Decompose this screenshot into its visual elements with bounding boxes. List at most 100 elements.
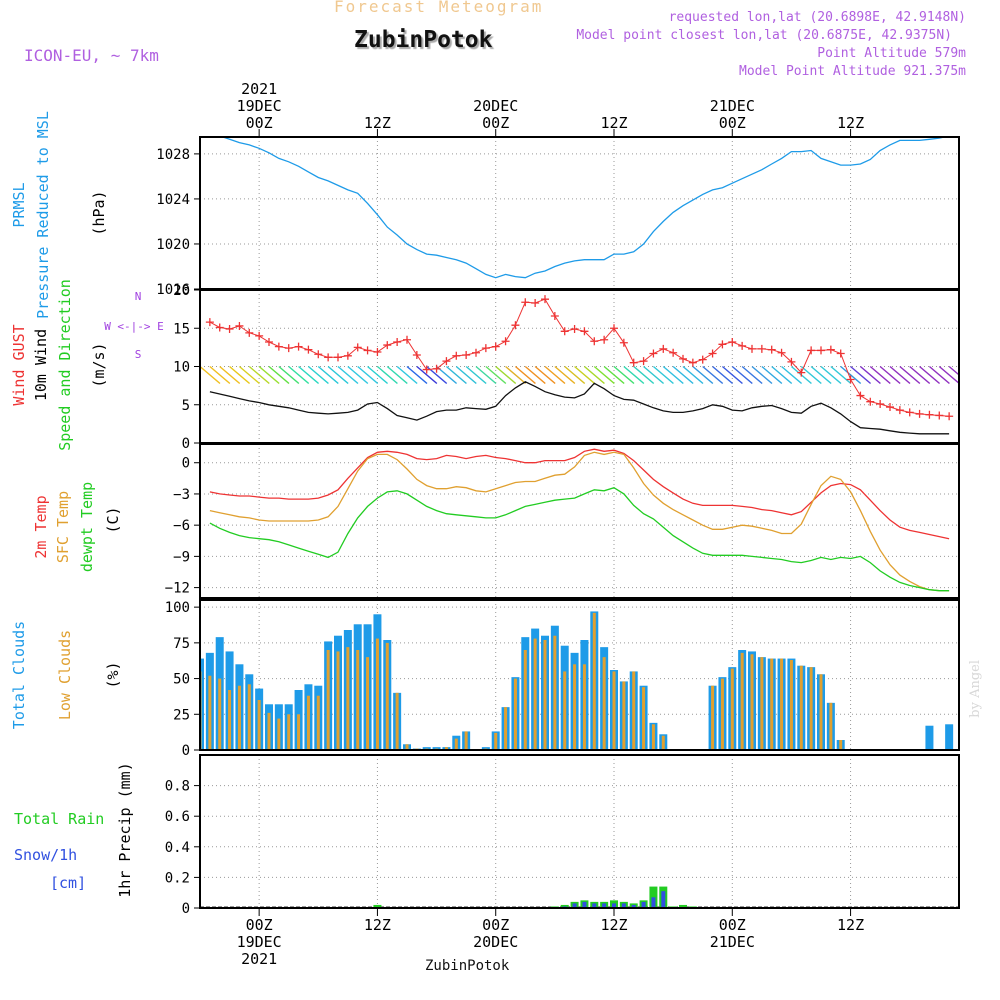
gust-marker (560, 327, 569, 336)
gust-marker (748, 344, 756, 353)
low-cloud-bar (464, 731, 468, 750)
gust-marker (905, 408, 914, 417)
low-cloud-bar (839, 740, 843, 750)
y-tick-label: 0 (182, 456, 190, 472)
total-cloud-bar (945, 724, 954, 750)
wind-direction-arrow (603, 365, 625, 385)
wind-direction-arrow (574, 365, 596, 385)
wind-direction-arrow (288, 365, 310, 385)
low-cloud-bar (760, 657, 764, 750)
wind-direction-arrow (810, 365, 832, 385)
low-cloud-bar (306, 695, 310, 750)
temp-2m-label: 2m Temp (32, 495, 50, 558)
total-cloud-bar (200, 658, 204, 750)
low-cloud-bar (287, 714, 291, 750)
low-cloud-bar (770, 658, 774, 750)
panel-frame (199, 599, 960, 751)
wind-direction-arrow (445, 365, 467, 385)
cloud-unit: (%) (104, 661, 122, 688)
pressure-description: Pressure Reduced to MSL (34, 111, 52, 319)
snow-label: Snow/1h (14, 846, 77, 864)
gust-marker (294, 342, 303, 351)
wind-direction-arrow (850, 365, 872, 385)
temp-sfc-label: SFC Temp (54, 491, 72, 563)
gust-marker (245, 328, 254, 337)
gust-marker (649, 349, 658, 358)
gust-marker (521, 298, 530, 307)
wind-direction-arrow (702, 365, 724, 385)
low-cloud-bar (267, 712, 271, 750)
gust-marker (373, 347, 382, 356)
wind-direction-arrow (948, 365, 959, 376)
gust-marker (846, 375, 855, 384)
gust-marker (353, 343, 362, 352)
wind-direction-arrow (820, 365, 842, 385)
gust-marker (580, 327, 589, 336)
low-cloud-bar (602, 657, 606, 750)
y-tick-label: 1028 (156, 147, 190, 163)
gust-marker (511, 321, 520, 330)
time-label-bottom: 00Z (246, 916, 273, 934)
wind-direction-arrow (376, 365, 398, 385)
gust-marker (314, 350, 323, 359)
pressure-unit: (hPa) (90, 190, 108, 235)
wind-direction-arrow (455, 365, 477, 385)
snow-bar (641, 901, 646, 908)
y-tick-label: 0.8 (165, 779, 190, 795)
gust-line (209, 298, 950, 417)
temp-unit: (C) (104, 506, 122, 533)
wind-direction-arrow (200, 365, 221, 385)
low-cloud-bar (247, 684, 251, 750)
low-cloud-bar (356, 650, 360, 750)
low-cloud-bar (730, 668, 734, 750)
compass-south: S (135, 348, 142, 361)
gust-marker (836, 349, 845, 358)
low-cloud-bar (720, 678, 724, 750)
low-cloud-bar (780, 658, 784, 750)
gust-marker (757, 344, 766, 353)
gust-marker (915, 409, 924, 418)
low-cloud-bar (789, 660, 793, 750)
wind-direction-arrow (692, 365, 714, 385)
low-cloud-bar (809, 667, 813, 750)
low-cloud-bar (208, 675, 212, 750)
gust-marker (945, 412, 954, 421)
gust-marker (304, 345, 313, 354)
time-label-bottom: 12Z (837, 916, 864, 934)
y-tick-label: 1024 (156, 192, 190, 208)
y-tick-label: 75 (173, 636, 190, 652)
temp-line-2m (209, 448, 950, 540)
wind-direction-arrow (761, 365, 783, 385)
wind-direction-arrow (327, 365, 349, 385)
wind-direction-arrow (209, 365, 231, 385)
wind-label: 10m Wind (32, 329, 50, 401)
time-label-bottom: 21DEC (710, 933, 755, 951)
time-label-bottom: 00Z (719, 916, 746, 934)
low-cloud-bar (513, 678, 517, 750)
gust-marker (334, 353, 342, 362)
wind-direction-arrow (593, 365, 615, 385)
low-cloud-bar (218, 678, 222, 750)
gust-marker (481, 344, 490, 353)
wind-direction-arrow (357, 365, 379, 385)
gust-marker (550, 312, 559, 321)
low-cloud-bar (297, 714, 301, 750)
snow-bar (661, 891, 666, 908)
wind-direction-arrow (386, 365, 408, 385)
gust-marker (225, 325, 234, 334)
wind-direction-arrow (465, 365, 487, 385)
low-cloud-bar (504, 707, 508, 750)
total-cloud-bar (925, 725, 934, 750)
snow-bar (592, 903, 597, 908)
gust-marker (501, 337, 510, 346)
wind-direction-arrow (672, 365, 694, 385)
wind-direction-arrow (662, 365, 684, 385)
gust-marker (817, 346, 825, 355)
wind-direction-arrow (771, 365, 793, 385)
gust-marker (274, 342, 283, 351)
gust-marker (205, 318, 214, 327)
snow-bar (582, 901, 587, 908)
temp-line-dewpt (209, 486, 950, 592)
gust-marker (659, 344, 668, 353)
wind-direction-arrow (859, 365, 881, 385)
